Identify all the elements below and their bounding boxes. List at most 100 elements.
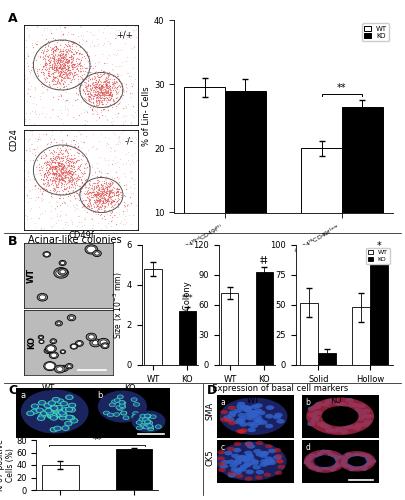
Point [65,167,72,175]
Point [109,216,115,224]
Point [64,42,70,50]
Point [69,189,76,197]
Point [72,159,78,167]
Point [107,197,114,205]
Circle shape [47,407,53,410]
Point [47,164,53,172]
Circle shape [98,338,109,346]
Circle shape [335,402,343,406]
Circle shape [348,456,367,466]
Point [52,174,59,182]
Point [82,88,89,96]
Point [70,168,77,176]
Point [93,83,100,91]
Point [58,174,64,182]
Point [90,83,97,91]
Point [48,63,54,71]
Point [54,158,60,166]
Point [53,197,59,205]
Point [40,196,46,203]
Point [121,200,127,208]
Point [65,156,72,164]
Point [93,91,99,99]
Point [96,92,102,100]
Point [128,199,134,207]
Point [57,52,63,60]
Circle shape [77,342,82,345]
Circle shape [234,408,242,413]
Point [132,134,138,141]
Point [43,72,50,80]
Point [40,151,47,159]
Point [103,91,110,99]
Point [97,196,103,203]
Point [55,152,61,160]
Circle shape [361,467,368,471]
Point [100,91,106,99]
Point [99,84,105,92]
Point [60,70,66,78]
Point [128,190,135,198]
Circle shape [265,456,273,461]
Circle shape [260,451,269,456]
Point [50,177,57,185]
Point [51,54,58,62]
Point [113,94,119,102]
Point [69,69,75,77]
Point [96,202,103,210]
Point [80,46,87,54]
Point [107,82,113,90]
Point [66,171,73,179]
Circle shape [306,398,374,435]
Point [98,182,105,190]
Circle shape [149,414,157,419]
Point [104,83,111,91]
Point [54,144,60,152]
Circle shape [242,408,251,412]
Circle shape [39,295,46,300]
Point [55,64,62,72]
Point [95,183,102,191]
Point [55,68,62,76]
Point [25,172,31,180]
Point [101,94,107,102]
Point [32,84,38,92]
Point [100,180,107,188]
Point [108,88,114,96]
Point [42,158,49,166]
Point [110,94,116,102]
Point [71,158,77,166]
Circle shape [273,455,281,460]
Point [87,90,94,98]
Point [68,70,75,78]
Point [51,68,58,76]
Point [96,200,102,207]
Point [46,51,53,59]
Point [75,50,82,58]
Point [92,69,98,77]
Point [61,172,68,180]
Point [25,78,32,86]
Circle shape [314,456,335,467]
Point [39,166,45,174]
Point [104,87,111,95]
Point [79,40,85,48]
Point [72,175,78,183]
Point [87,181,93,189]
Point [57,84,63,92]
Point [100,194,107,202]
Circle shape [336,460,343,463]
Point [41,60,48,68]
Circle shape [257,410,266,416]
Point [94,200,101,208]
Text: ***: *** [181,294,193,303]
Point [53,64,60,72]
Circle shape [66,408,72,412]
Point [55,67,62,75]
Circle shape [268,448,276,454]
Point [58,154,64,162]
Point [109,188,116,196]
Point [111,75,117,83]
Point [49,174,56,182]
Point [48,176,55,184]
